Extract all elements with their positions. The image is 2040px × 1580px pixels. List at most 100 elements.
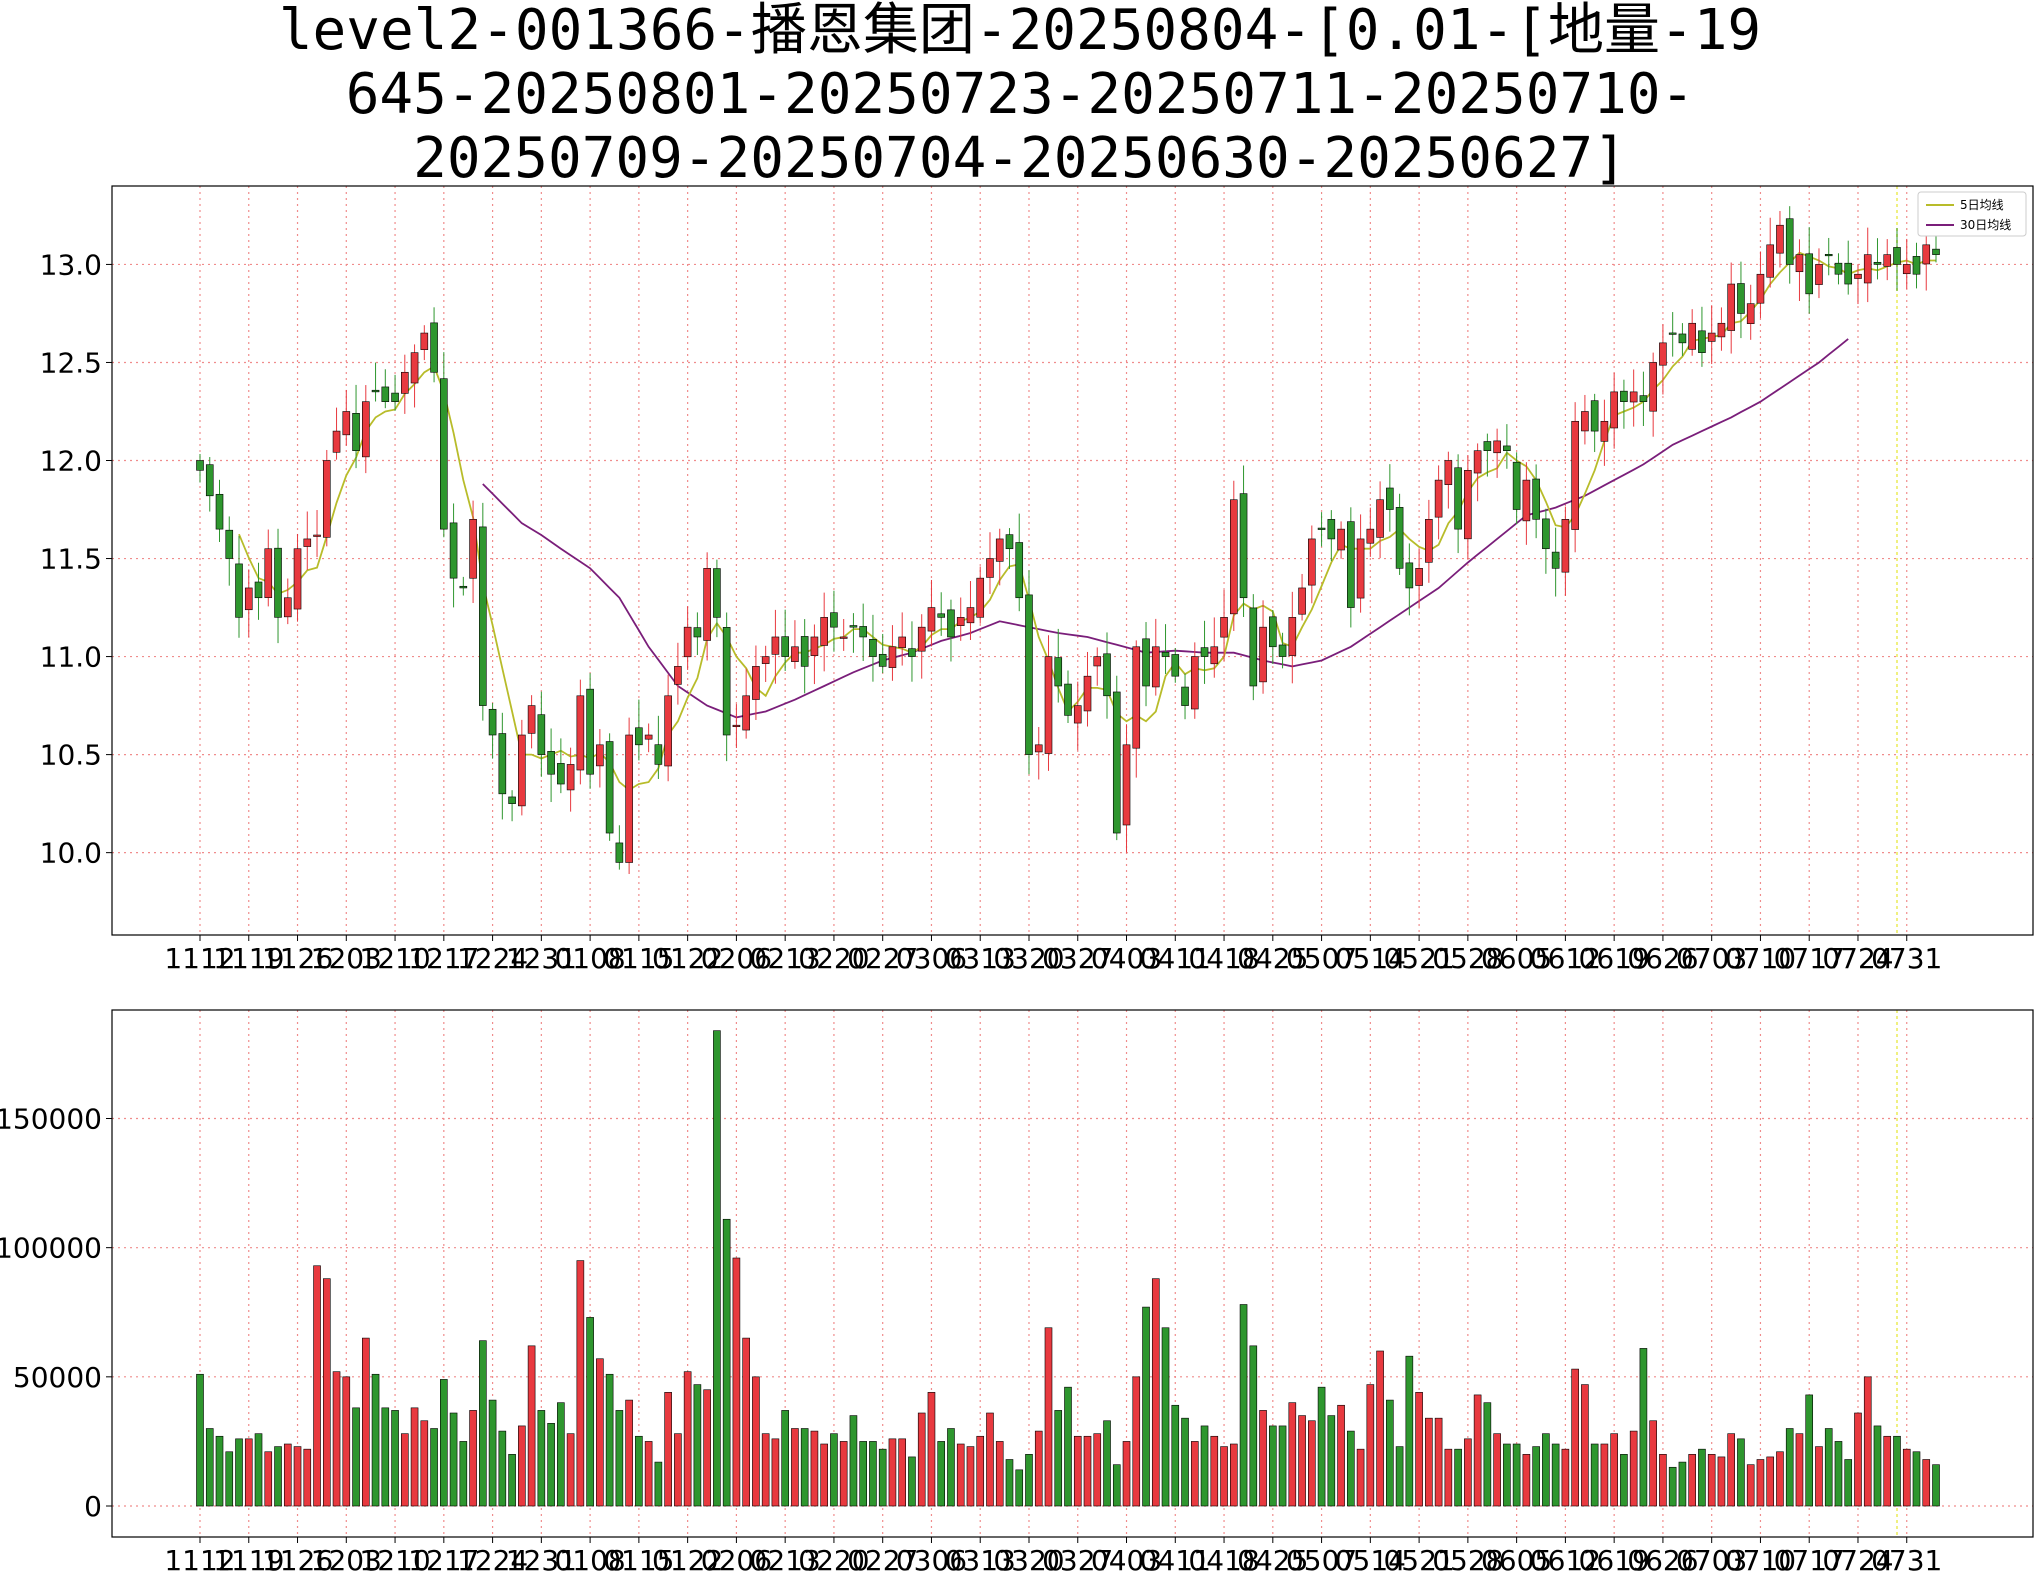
volume-xtick-label: 1119 (213, 1544, 284, 1577)
candle-body (810, 636, 819, 656)
price-xtick-label: 0220 (798, 942, 869, 975)
candle (1649, 352, 1657, 437)
candle-body (381, 386, 390, 402)
candle (1834, 253, 1843, 285)
volume-bar (1190, 1441, 1199, 1507)
volume-bar (488, 1399, 497, 1507)
volume-bar (615, 1410, 624, 1507)
volume-xtick-label: 0507 (1286, 1544, 1357, 1577)
candle-body (1707, 332, 1716, 342)
candle-body (1210, 646, 1219, 665)
volume-bar (244, 1438, 253, 1507)
candle-body (420, 332, 429, 350)
volume-bar (235, 1438, 243, 1507)
candle (235, 535, 243, 638)
candle (352, 384, 360, 469)
volume-bar (771, 1438, 780, 1507)
candle-body (1239, 493, 1248, 599)
volume-bar (1356, 1448, 1365, 1507)
volume-bar (527, 1345, 536, 1507)
price-xtick-label: 0528 (1432, 942, 1503, 975)
price-panel: 10.0 10.5 11.0 11.5 12.0 12.5 13.0 111211191126… (40, 185, 2034, 975)
volume-bar (1629, 1430, 1638, 1507)
candle (1668, 312, 1677, 357)
volume-panel: 0500001000001500001112111911261203121012… (0, 1009, 2034, 1577)
volume-xtick-label: 0213 (750, 1544, 821, 1577)
candle-body (371, 389, 380, 393)
candle (1112, 675, 1121, 841)
candle (449, 503, 458, 608)
volume-bar (1776, 1451, 1784, 1507)
volume-bar (1746, 1464, 1755, 1507)
volume-ytick-label: 150000 (0, 1103, 102, 1136)
volume-bar (1142, 1306, 1150, 1507)
candle (205, 457, 214, 512)
candle (732, 704, 741, 749)
volume-bar (1278, 1425, 1287, 1507)
price-xtick-label: 0327 (1042, 942, 1113, 975)
candle-body (839, 636, 848, 639)
volume-bar (352, 1407, 360, 1507)
volume-bar (254, 1433, 263, 1507)
volume-bar (537, 1410, 546, 1507)
candle-body (1639, 395, 1648, 402)
volume-ytick-label: 100000 (0, 1232, 102, 1265)
candle-body (1288, 617, 1297, 656)
volume-bar (1561, 1448, 1570, 1507)
candle-body (713, 568, 721, 618)
candle-body (1376, 499, 1384, 538)
candle-body (722, 627, 731, 736)
volume-bar (1727, 1433, 1735, 1507)
candle-body (352, 413, 360, 451)
volume-bar (1044, 1327, 1053, 1507)
candle (479, 502, 487, 721)
volume-xtick-label: 0108 (554, 1544, 625, 1577)
price-xtick-label: 1224 (457, 942, 528, 975)
candle (937, 592, 946, 636)
candle-body (888, 646, 897, 668)
candle (1688, 309, 1696, 356)
candle (401, 354, 409, 414)
volume-bar (1590, 1443, 1599, 1507)
candle-body (654, 744, 663, 765)
candle (1366, 507, 1375, 557)
candle (254, 562, 263, 620)
candle-body (1688, 322, 1696, 350)
volume-xtick-label: 0724 (1822, 1544, 1893, 1577)
candle-body (244, 587, 253, 611)
volume-bar (1112, 1464, 1121, 1507)
price-xtick-label: 1112 (164, 942, 235, 975)
price-xtick-label: 1231 (506, 942, 577, 975)
volume-bar (781, 1410, 789, 1507)
candle-body (1542, 518, 1550, 550)
volume-bar (1824, 1428, 1833, 1507)
candle (1025, 570, 1033, 775)
price-xtick-label: 0108 (554, 942, 625, 975)
price-xtick-label: 0213 (750, 942, 821, 975)
volume-bar (830, 1433, 838, 1507)
candle-body (625, 734, 633, 863)
candle-body (995, 538, 1004, 562)
candle (410, 344, 419, 408)
volume-bar (1493, 1433, 1501, 1507)
candle-body (1454, 467, 1462, 530)
candle (283, 578, 292, 625)
candle-body (1464, 470, 1472, 540)
candle (361, 385, 370, 474)
volume-bar (693, 1384, 702, 1507)
volume-bar (1844, 1459, 1853, 1507)
volume-xtick-label: 0717 (1774, 1544, 1845, 1577)
candle-body (1620, 390, 1628, 402)
candle (1863, 227, 1872, 303)
volume-bar (1366, 1384, 1375, 1507)
volume-bar (342, 1376, 351, 1507)
volume-bar (1522, 1454, 1531, 1507)
volume-bar (1298, 1415, 1306, 1507)
candle-body (1395, 507, 1404, 569)
volume-bar (878, 1448, 887, 1507)
volume-bar (713, 1030, 721, 1507)
candle-body (1659, 342, 1667, 366)
candle-body (1902, 264, 1911, 275)
volume-bar (888, 1438, 897, 1507)
